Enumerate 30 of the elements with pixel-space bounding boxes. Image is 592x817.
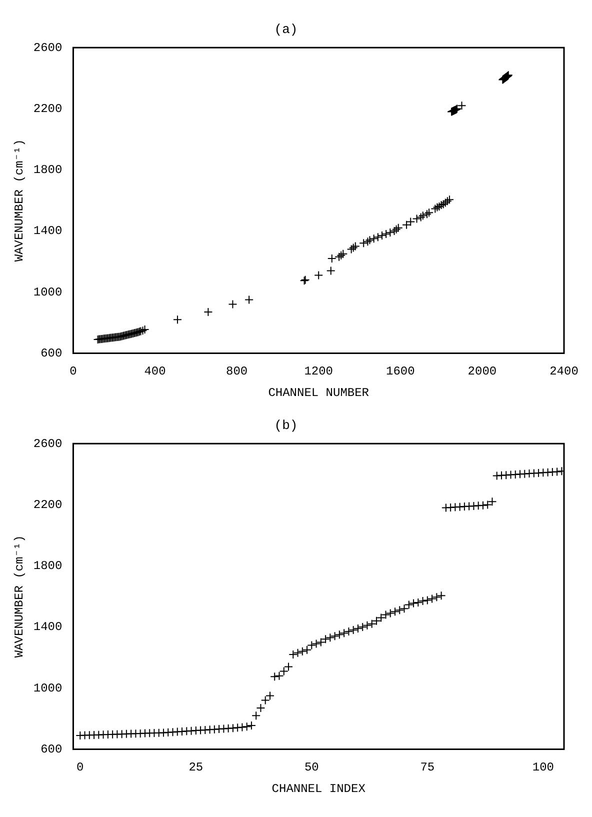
y-tick-label: 2200 [33, 102, 62, 116]
x-axis-title: CHANNEL NUMBER [268, 386, 370, 400]
y-tick-label: 1800 [33, 559, 62, 574]
x-tick-label: 1600 [386, 364, 415, 379]
x-tick-label: 100 [532, 760, 554, 775]
x-tick-label: 400 [144, 364, 166, 379]
x-axis-title: CHANNEL INDEX [272, 782, 366, 796]
y-tick-label: 1000 [33, 285, 62, 300]
y-tick-label: 1000 [33, 681, 62, 696]
y-tick-label: 2200 [33, 498, 62, 512]
y-axis-title: WAVENUMBER (cm⁻¹) [12, 139, 26, 262]
x-tick-label: 2000 [468, 364, 497, 379]
y-tick-label: 1400 [33, 224, 62, 238]
x-tick-label: 2400 [550, 364, 578, 379]
x-tick-label: 1200 [304, 364, 334, 379]
y-tick-label: 1800 [33, 163, 62, 178]
y-tick-label: 600 [40, 742, 62, 756]
x-tick-label: 50 [304, 760, 319, 775]
chart-title: (b) [274, 418, 298, 434]
x-tick-label: 75 [420, 760, 435, 775]
y-tick-label: 2600 [33, 436, 62, 451]
y-tick-label: 2600 [33, 40, 62, 55]
x-tick-label: 0 [70, 364, 77, 379]
y-tick-label: 600 [40, 346, 62, 360]
x-tick-label: 800 [226, 364, 248, 379]
chart-title: (a) [274, 22, 298, 38]
y-axis-title: WAVENUMBER (cm⁻¹) [12, 535, 26, 658]
x-tick-label: 0 [76, 760, 84, 775]
x-tick-label: 25 [188, 760, 204, 775]
y-tick-label: 1400 [33, 620, 62, 634]
